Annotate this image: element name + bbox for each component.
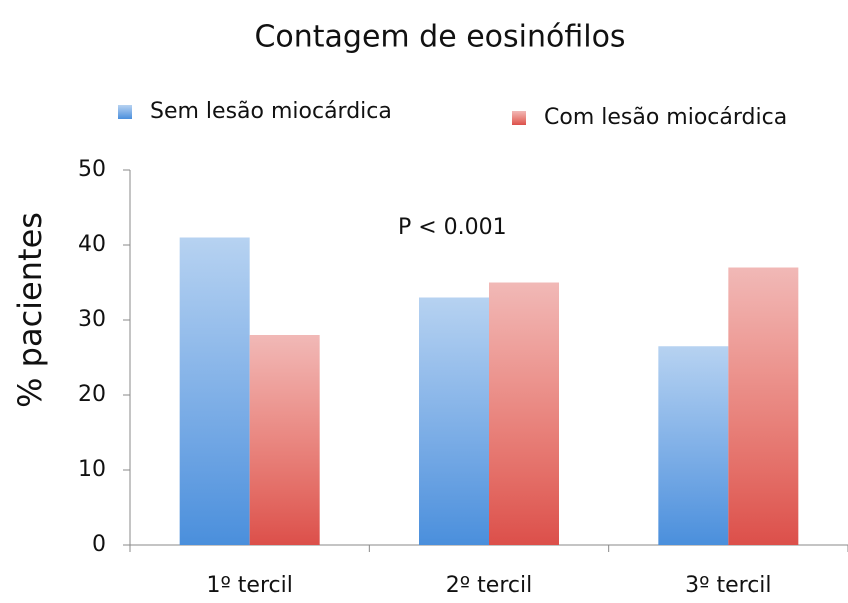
y-tick-label: 40 [78,232,106,257]
bar [249,335,320,545]
bar [489,282,559,545]
bar [179,237,250,545]
y-tick-label: 30 [78,307,106,332]
x-tick-label: 1º tercil [206,573,292,598]
bar [728,267,799,545]
y-tick-label: 20 [78,382,106,407]
legend-label: Sem lesão miocárdica [150,99,392,124]
x-tick-label: 3º tercil [685,573,771,598]
legend-label: Com lesão miocárdica [544,105,787,130]
bar [658,346,729,545]
x-tick-label: 2º tercil [446,573,532,598]
y-axis-label: % pacientes [11,212,49,408]
y-tick-label: 10 [78,457,106,482]
bar [419,297,489,545]
legend-swatch [512,111,526,125]
chart-title: Contagem de eosinófilos [254,20,625,55]
y-tick-label: 0 [92,532,106,557]
annotation: P < 0.001 [398,215,507,240]
y-tick-label: 50 [78,157,106,182]
legend-swatch [118,105,132,119]
